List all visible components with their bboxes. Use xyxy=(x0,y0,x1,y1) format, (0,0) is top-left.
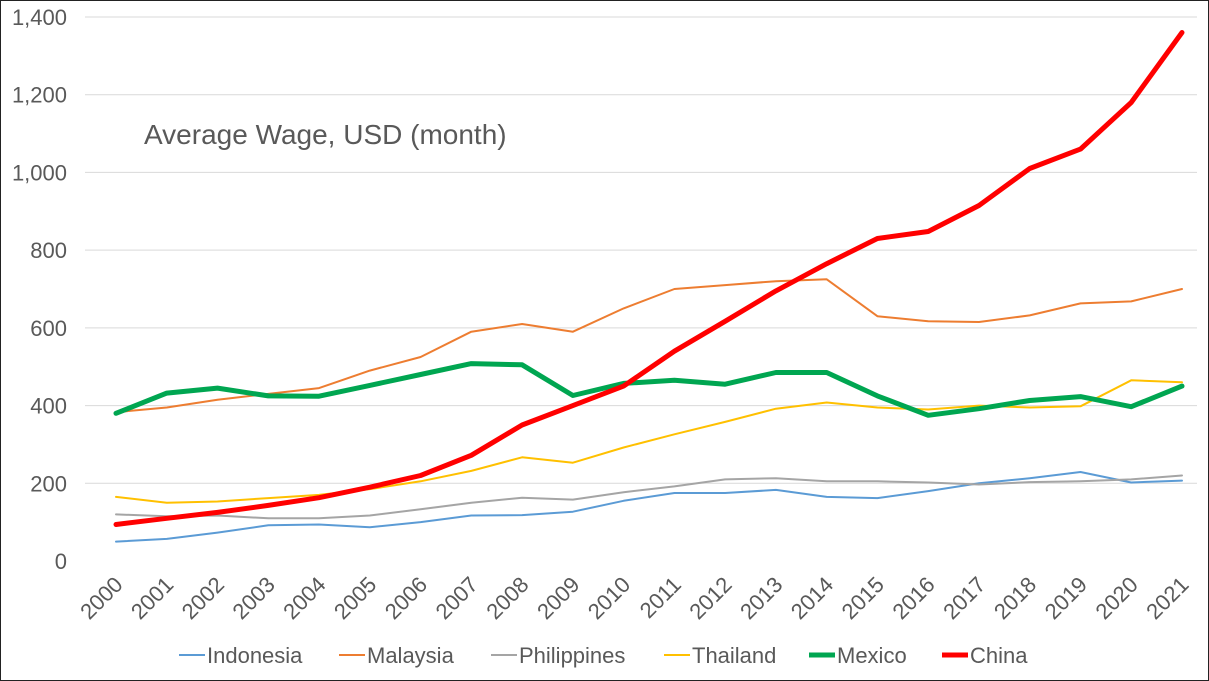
x-tick-label: 2000 xyxy=(75,572,127,624)
series-line-malaysia xyxy=(115,278,1183,414)
x-tick-label: 2012 xyxy=(684,572,736,624)
legend-label-malaysia: Malaysia xyxy=(367,643,455,668)
series-lines xyxy=(113,30,1185,543)
chart-title: Average Wage, USD (month) xyxy=(144,119,507,150)
y-tick-label: 1,400 xyxy=(12,5,67,30)
x-tick-label: 2015 xyxy=(837,572,889,624)
x-tick-label: 2009 xyxy=(532,572,584,624)
series-line-thailand xyxy=(115,379,1183,504)
x-tick-label: 2011 xyxy=(635,572,686,623)
x-tick-label: 2013 xyxy=(735,572,787,624)
gridlines xyxy=(85,16,1197,484)
x-tick-label: 2016 xyxy=(887,572,939,624)
x-tick-label: 2021 xyxy=(1141,572,1193,624)
x-tick-label: 2017 xyxy=(938,572,990,624)
legend-label-mexico: Mexico xyxy=(837,643,907,668)
x-tick-label: 2020 xyxy=(1090,572,1142,624)
series-line-philippines xyxy=(115,474,1183,520)
y-tick-label: 1,200 xyxy=(12,83,67,108)
x-tick-label: 2010 xyxy=(583,572,635,624)
x-tick-label: 2006 xyxy=(380,572,432,624)
x-tick-label: 2014 xyxy=(786,572,838,624)
legend-label-china: China xyxy=(970,643,1028,668)
legend: Indonesia Malaysia Philippines Thailand Mexi… xyxy=(179,643,1028,668)
x-tick-label: 2007 xyxy=(431,572,483,624)
x-tick-label: 2003 xyxy=(228,572,280,624)
legend-label-philippines: Philippines xyxy=(519,643,625,668)
legend-label-indonesia: Indonesia xyxy=(207,643,303,668)
y-tick-label: 400 xyxy=(30,394,67,419)
y-tick-label: 600 xyxy=(30,316,67,341)
y-axis-ticks: 0 200 400 600 800 1,000 1,200 1,400 xyxy=(12,5,67,574)
x-tick-label: 2002 xyxy=(177,572,229,624)
legend-label-thailand: Thailand xyxy=(692,643,776,668)
x-tick-label: 2008 xyxy=(481,572,533,624)
x-tick-label: 2019 xyxy=(1040,572,1092,624)
y-tick-label: 1,000 xyxy=(12,160,67,185)
x-tick-label: 2018 xyxy=(989,572,1041,624)
y-tick-label: 800 xyxy=(30,238,67,263)
y-tick-label: 0 xyxy=(55,549,67,574)
x-axis-ticks: 2000200120022003200420052006200720082009… xyxy=(75,572,1193,624)
series-line-mexico xyxy=(113,361,1185,418)
series-line-indonesia xyxy=(115,471,1183,543)
x-tick-label: 2004 xyxy=(278,572,330,624)
series-line-china xyxy=(113,30,1185,527)
x-tick-label: 2005 xyxy=(329,572,381,624)
y-tick-label: 200 xyxy=(30,471,67,496)
x-tick-label: 2001 xyxy=(126,572,178,624)
